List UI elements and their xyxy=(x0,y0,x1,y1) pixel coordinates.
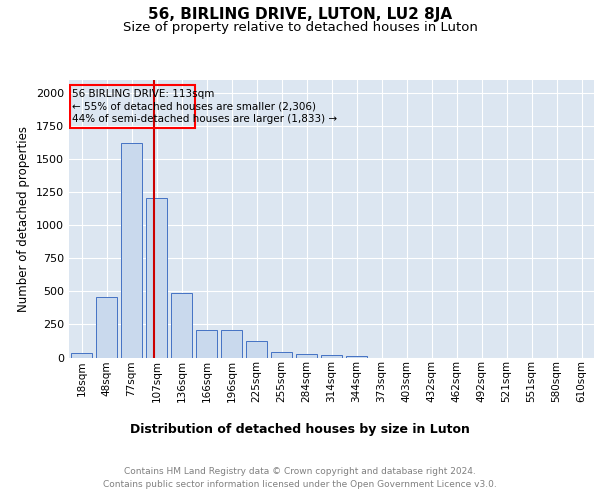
Bar xyxy=(71,353,92,358)
Text: 44% of semi-detached houses are larger (1,833) →: 44% of semi-detached houses are larger (… xyxy=(72,114,337,124)
Bar xyxy=(246,341,267,357)
Text: 56 BIRLING DRIVE: 113sqm: 56 BIRLING DRIVE: 113sqm xyxy=(72,89,214,99)
Text: Contains HM Land Registry data © Crown copyright and database right 2024.
Contai: Contains HM Land Registry data © Crown c… xyxy=(103,468,497,489)
Bar xyxy=(146,198,167,358)
Bar xyxy=(321,355,342,358)
Bar xyxy=(221,330,242,357)
Text: 56, BIRLING DRIVE, LUTON, LU2 8JA: 56, BIRLING DRIVE, LUTON, LU2 8JA xyxy=(148,8,452,22)
Bar xyxy=(171,292,192,358)
Text: ← 55% of detached houses are smaller (2,306): ← 55% of detached houses are smaller (2,… xyxy=(72,102,316,112)
Text: Distribution of detached houses by size in Luton: Distribution of detached houses by size … xyxy=(130,422,470,436)
Bar xyxy=(296,354,317,358)
Text: Size of property relative to detached houses in Luton: Size of property relative to detached ho… xyxy=(122,21,478,34)
Bar xyxy=(96,298,117,358)
Bar xyxy=(346,356,367,358)
Bar xyxy=(121,144,142,358)
Bar xyxy=(196,330,217,357)
Bar xyxy=(271,352,292,358)
Y-axis label: Number of detached properties: Number of detached properties xyxy=(17,126,31,312)
